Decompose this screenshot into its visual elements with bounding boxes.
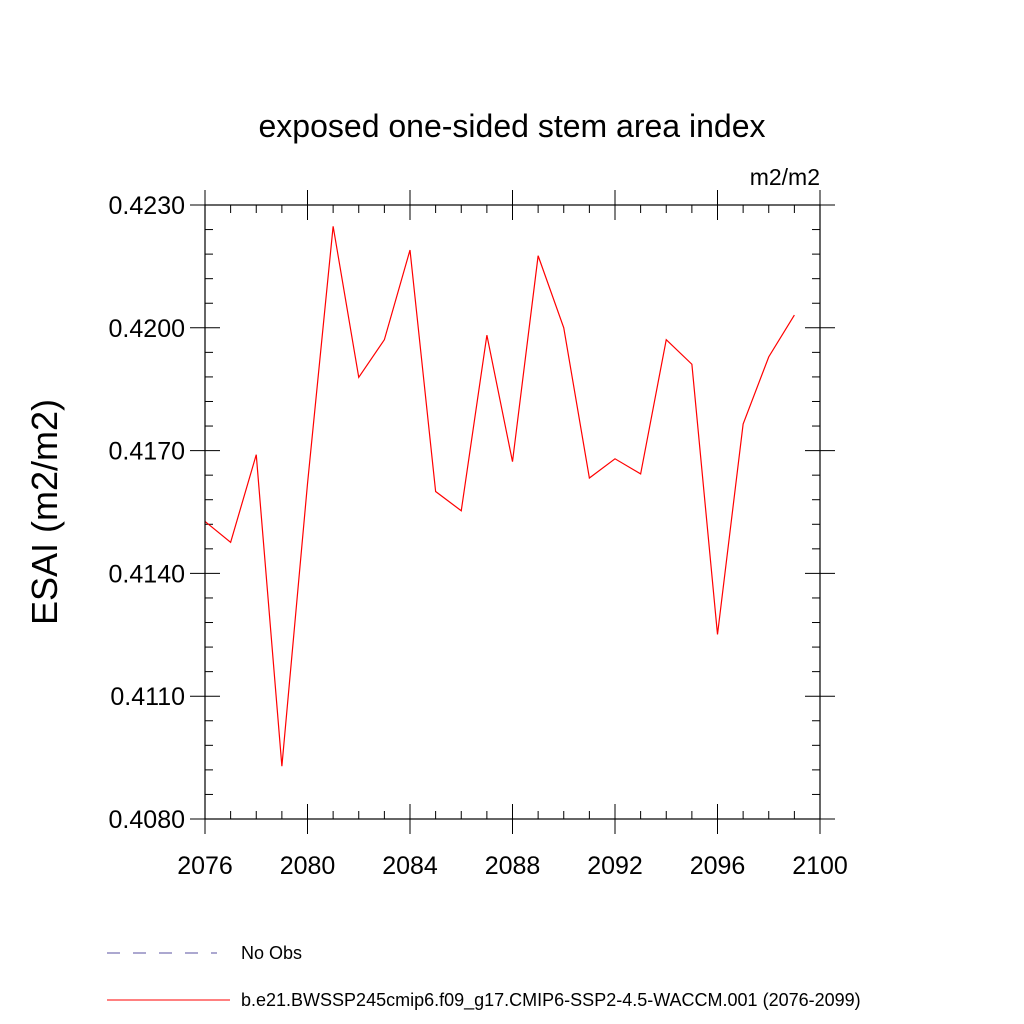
y-tick-label: 0.4170 [109,438,185,466]
y-tick-label: 0.4200 [109,315,185,343]
chart-title: exposed one-sided stem area index [259,108,766,144]
x-tick-label: 2076 [177,852,233,880]
units-label: m2/m2 [750,164,820,190]
y-tick-label: 0.4140 [109,560,185,588]
legend-label-no-obs: No Obs [241,943,302,963]
x-tick-label: 2100 [792,852,848,880]
y-axis-label: ESAI (m2/m2) [24,399,65,625]
x-tick-label: 2080 [280,852,336,880]
axis-ticks [190,190,835,834]
series-layer [204,226,795,767]
plot-frame [204,204,821,820]
legend: No Obs b.e21.BWSSP245cmip6.f09_g17.CMIP6… [107,943,861,1011]
x-tick-label: 2092 [587,852,643,880]
y-tick-label: 0.4110 [110,683,185,711]
x-tick-label: 2096 [690,852,746,880]
x-tick-label: 2084 [382,852,438,880]
series-line [204,226,795,767]
y-tick-label: 0.4230 [109,192,185,220]
legend-label-model-run: b.e21.BWSSP245cmip6.f09_g17.CMIP6-SSP2-4… [241,990,861,1011]
x-tick-label: 2088 [485,852,541,880]
axis-tick-labels: 2076 2080 2084 2088 2092 2096 2100 0.4080 0.4110… [109,192,848,880]
y-tick-label: 0.4080 [109,806,185,834]
